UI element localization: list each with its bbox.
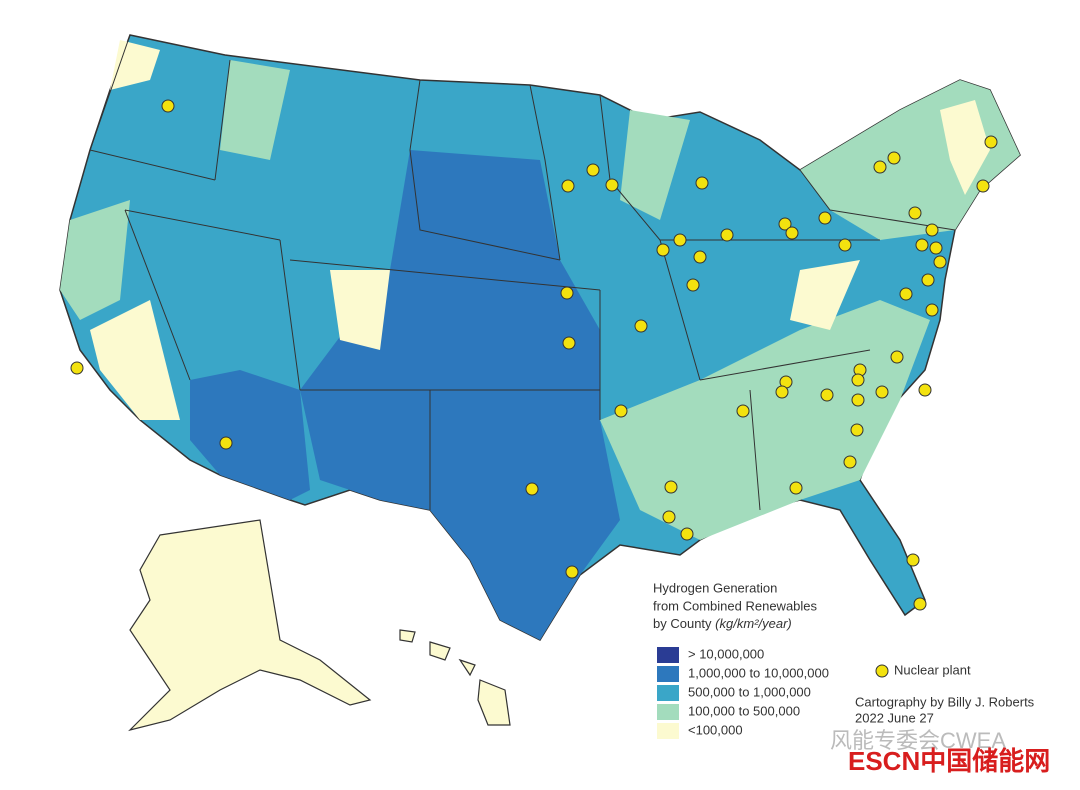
credit: Cartography by Billy J. Roberts [855,694,1035,709]
nuclear-plant [925,303,939,317]
nuclear-plant [890,350,904,364]
nuclear-plant [614,404,628,418]
nuclear-plant [984,135,998,149]
nuclear-plant [850,423,864,437]
nuclear-plant [915,238,929,252]
nuclear-plant [873,160,887,174]
credit: 2022 June 27 [855,710,934,725]
nuclear-plant [720,228,734,242]
nuclear-plants [70,99,998,611]
legend-label: > 10,000,000 [688,646,764,661]
nuclear-plant [775,385,789,399]
nuclear-plant [789,481,803,495]
nuclear-plant [851,393,865,407]
nuclear-plant [913,597,927,611]
legend-items: > 10,000,000 1,000,000 to 10,000,000 500,0… [657,646,829,739]
nuclear-plant [933,255,947,269]
legend-label: <100,000 [688,722,743,737]
nuclear-plant [695,176,709,190]
nuclear-plant [778,217,792,231]
nuclear-plant [908,206,922,220]
nuclear-plant [906,553,920,567]
nuclear-plant [736,404,750,418]
nuclear-plant [820,388,834,402]
nuclear-plant [656,243,670,257]
nuclear-plant [929,241,943,255]
nuclear-plant [686,278,700,292]
nuclear-plant [875,385,889,399]
legend-swatch [875,664,889,678]
nuclear-plant [785,226,799,240]
conus [59,34,1021,641]
legend-swatch [657,723,679,739]
legend-title: Hydrogen Generation [653,580,777,595]
nuclear-plant [562,336,576,350]
alaska [128,519,372,732]
nuclear-plant [693,250,707,264]
legend-swatch [657,666,679,682]
legend-unit: (kg/km²/year) [715,616,792,631]
legend-label: 100,000 to 500,000 [688,703,800,718]
legend-swatch [657,647,679,663]
nuclear-plant [976,179,990,193]
legend-label: Nuclear plant [894,662,971,677]
nuclear-plant [887,151,901,165]
legend-title: by County [653,616,712,631]
nuclear-plant [899,287,913,301]
legend: Hydrogen Generation from Combined Renewa… [653,580,971,739]
nuclear-plant [605,178,619,192]
state-lines [89,34,956,511]
nuclear-plant [70,361,84,375]
nuclear-plant [673,233,687,247]
nuclear-plant [662,510,676,524]
nuclear-plant [680,527,694,541]
nuclear-plant [664,480,678,494]
watermark: 风能专委会CWEA [830,728,1006,753]
legend-title: by County (kg/km²/year) [653,616,792,631]
nuclear-plant [561,179,575,193]
nuclear-plant [843,455,857,469]
legend-label: 1,000,000 to 10,000,000 [688,665,829,680]
high-zone [300,150,620,640]
nuclear-plant [838,238,852,252]
nuclear-plant [925,223,939,237]
legend-swatch [657,685,679,701]
low-zone [600,300,930,540]
nuclear-plant [851,373,865,387]
nuclear-plant [560,286,574,300]
nuclear-plant [918,383,932,397]
legend-label: 500,000 to 1,000,000 [688,684,811,699]
nuclear-plant [921,273,935,287]
watermark: ESCN中国储能网 [848,746,1050,776]
legend-swatch [657,704,679,720]
nuclear-plant [818,211,832,225]
nuclear-plant [219,436,233,450]
hawaii [399,629,511,726]
nuclear-plant [586,163,600,177]
nuclear-plant [161,99,175,113]
legend-title: from Combined Renewables [653,598,818,613]
high-zone [190,370,310,500]
nuclear-plant [634,319,648,333]
nuclear-plant [565,565,579,579]
nuclear-plant [525,482,539,496]
